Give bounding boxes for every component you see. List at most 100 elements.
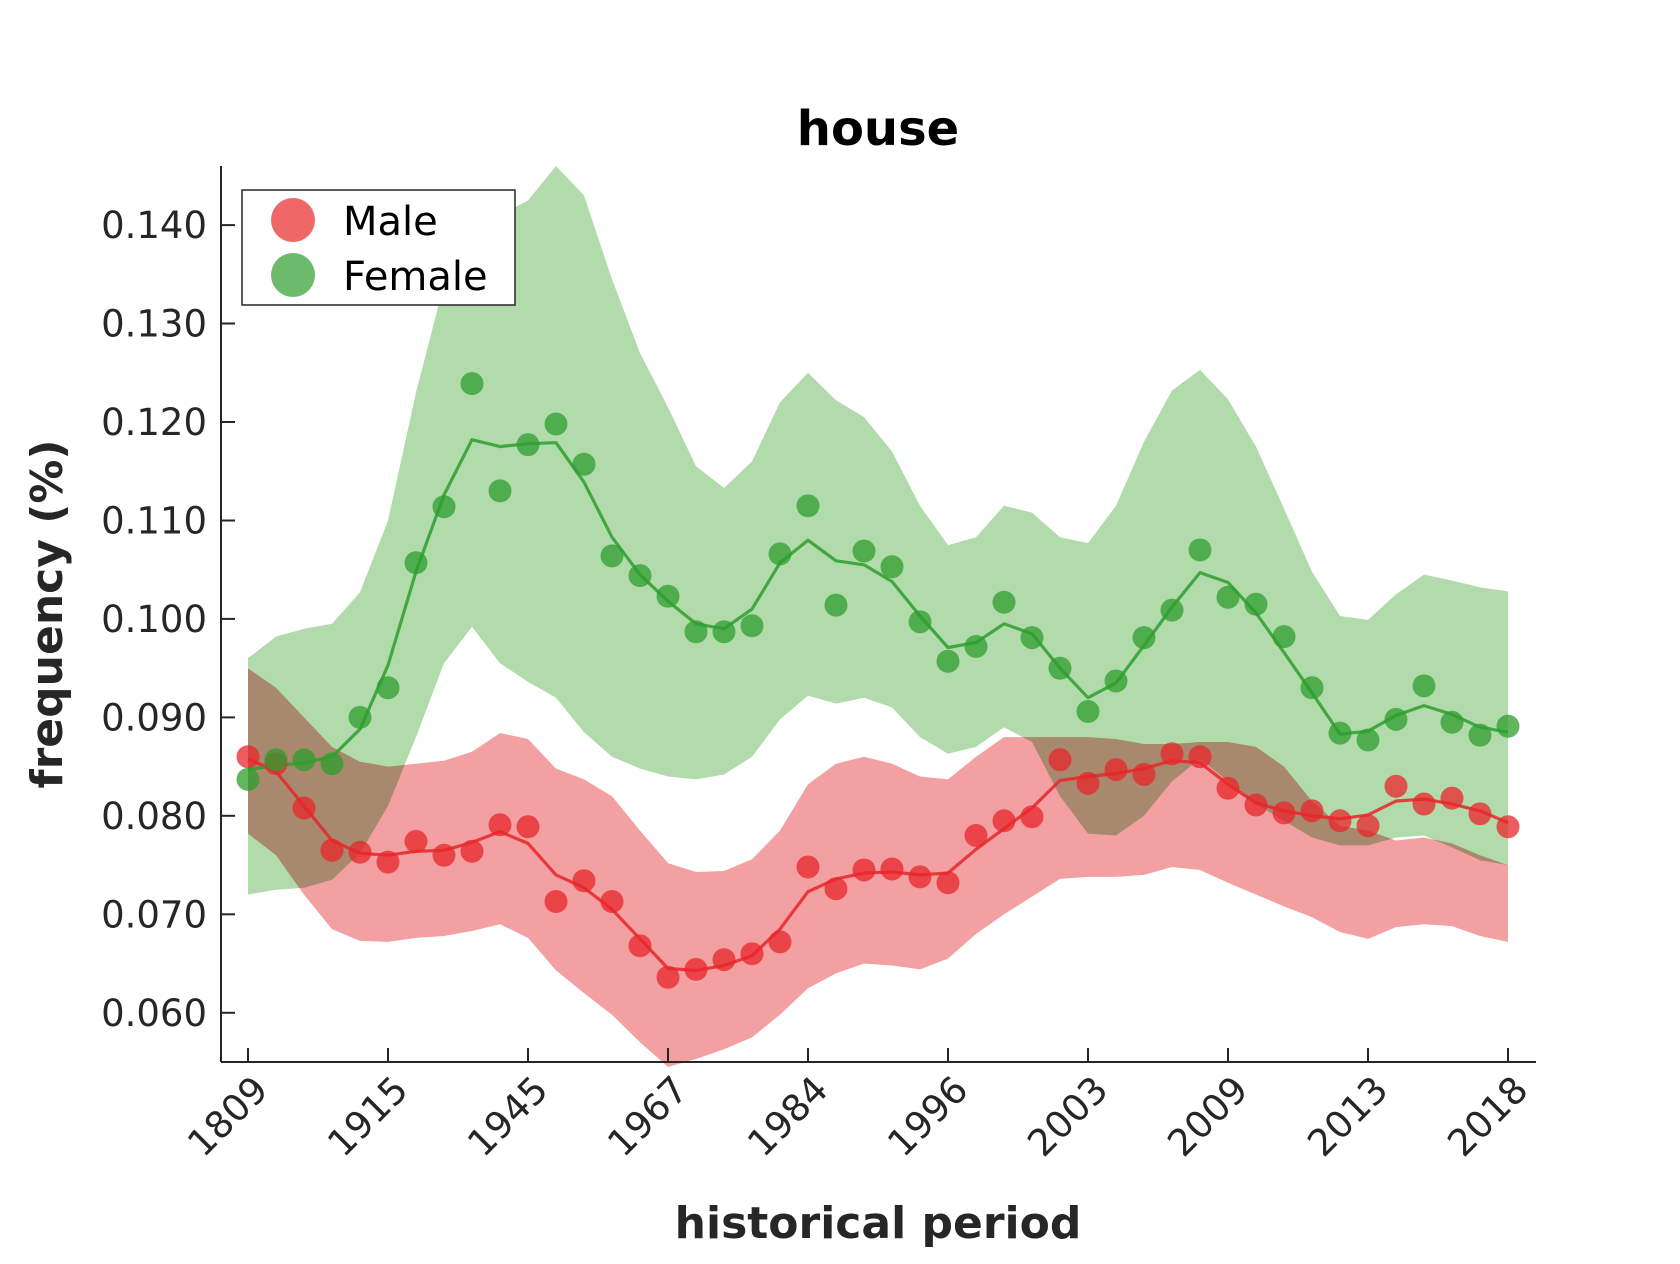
point-female — [1132, 626, 1156, 650]
point-female — [880, 555, 904, 579]
point-female — [1412, 674, 1436, 698]
x-tick-label: 1915 — [319, 1068, 416, 1165]
point-female — [992, 590, 1016, 614]
point-female — [628, 564, 652, 588]
legend-label-female: Female — [343, 254, 488, 300]
point-female — [320, 752, 344, 776]
point-male — [992, 809, 1016, 833]
y-tick-label: 0.130 — [101, 303, 207, 346]
confidence-bands — [248, 166, 1508, 1067]
point-female — [348, 705, 372, 729]
point-male — [1468, 802, 1492, 826]
point-female — [824, 593, 848, 617]
chart-title: house — [797, 101, 959, 157]
point-male — [908, 865, 932, 889]
y-tick-label: 0.110 — [101, 500, 207, 543]
point-male — [1328, 809, 1352, 833]
point-male — [1076, 771, 1100, 795]
point-female — [292, 748, 316, 772]
point-female — [460, 372, 484, 396]
y-tick-label: 0.120 — [101, 401, 207, 444]
point-female — [488, 479, 512, 503]
point-male — [712, 948, 736, 972]
point-male — [1272, 801, 1296, 825]
point-male — [516, 815, 540, 839]
line-male — [247, 757, 1509, 973]
point-male — [1020, 805, 1044, 829]
point-male — [544, 890, 568, 913]
y-ticks: 0.060 0.070 0.080 0.090 0.100 0.110 0.120 0.130… — [101, 204, 235, 1035]
point-female — [1020, 626, 1044, 650]
point-male — [236, 745, 260, 769]
point-male — [628, 934, 652, 958]
point-female — [712, 620, 736, 644]
point-female — [264, 748, 288, 772]
data-points — [236, 372, 1520, 989]
legend-label-male: Male — [343, 199, 438, 245]
axes — [220, 166, 1536, 1063]
legend-marker-male — [271, 198, 315, 242]
point-female — [432, 495, 456, 519]
point-female — [740, 614, 764, 638]
x-tick-label: 1809 — [179, 1068, 276, 1165]
point-female — [600, 544, 624, 568]
point-male — [488, 813, 512, 837]
point-female — [1356, 728, 1380, 752]
x-tick-label: 1984 — [739, 1068, 836, 1165]
point-male — [796, 855, 820, 879]
x-axis-title: historical period — [675, 1198, 1082, 1249]
x-ticks: 1809 1915 1945 1967 1984 1996 2003 2009 2013 2018 — [179, 1048, 1536, 1165]
point-male — [880, 857, 904, 881]
point-male — [572, 869, 596, 893]
y-tick-label: 0.140 — [101, 204, 207, 247]
x-tick-label: 1967 — [599, 1068, 696, 1165]
point-male — [1216, 776, 1240, 800]
point-male — [1440, 786, 1464, 810]
point-male — [1300, 799, 1324, 823]
point-female — [1496, 714, 1520, 738]
x-tick-label: 2013 — [1299, 1068, 1396, 1165]
point-male — [768, 930, 792, 954]
point-female — [1272, 625, 1296, 649]
point-male — [1104, 758, 1128, 782]
legend: Male Female — [241, 189, 516, 306]
point-male — [1132, 763, 1156, 786]
point-male — [964, 824, 988, 847]
point-male — [1244, 793, 1268, 817]
point-male — [292, 796, 316, 820]
point-female — [796, 494, 820, 518]
point-male — [1496, 815, 1520, 839]
x-tick-label: 2018 — [1439, 1068, 1536, 1165]
point-female — [1468, 723, 1492, 747]
line-female — [247, 438, 1509, 772]
point-male — [348, 840, 372, 864]
point-female — [404, 551, 428, 575]
point-female — [516, 433, 540, 457]
point-female — [964, 635, 988, 658]
y-tick-label: 0.100 — [101, 598, 207, 641]
point-male — [852, 858, 876, 882]
point-male — [936, 871, 960, 895]
point-female — [1244, 592, 1268, 616]
point-female — [1216, 585, 1240, 609]
band-female — [248, 166, 1508, 895]
point-male — [460, 839, 484, 863]
point-male — [600, 890, 624, 913]
point-female — [544, 412, 568, 436]
point-female — [1048, 656, 1072, 680]
y-axis-title: frequency (%) — [22, 439, 73, 788]
point-male — [656, 965, 680, 989]
point-female — [852, 539, 876, 563]
band-male — [248, 668, 1508, 1067]
point-female — [1328, 721, 1352, 745]
legend-marker-female — [271, 253, 315, 297]
point-female — [936, 649, 960, 673]
point-male — [404, 829, 428, 853]
x-tick-label: 2009 — [1159, 1068, 1256, 1165]
point-female — [376, 676, 400, 700]
point-female — [908, 610, 932, 634]
point-male — [1356, 814, 1380, 838]
point-male — [1160, 742, 1184, 766]
